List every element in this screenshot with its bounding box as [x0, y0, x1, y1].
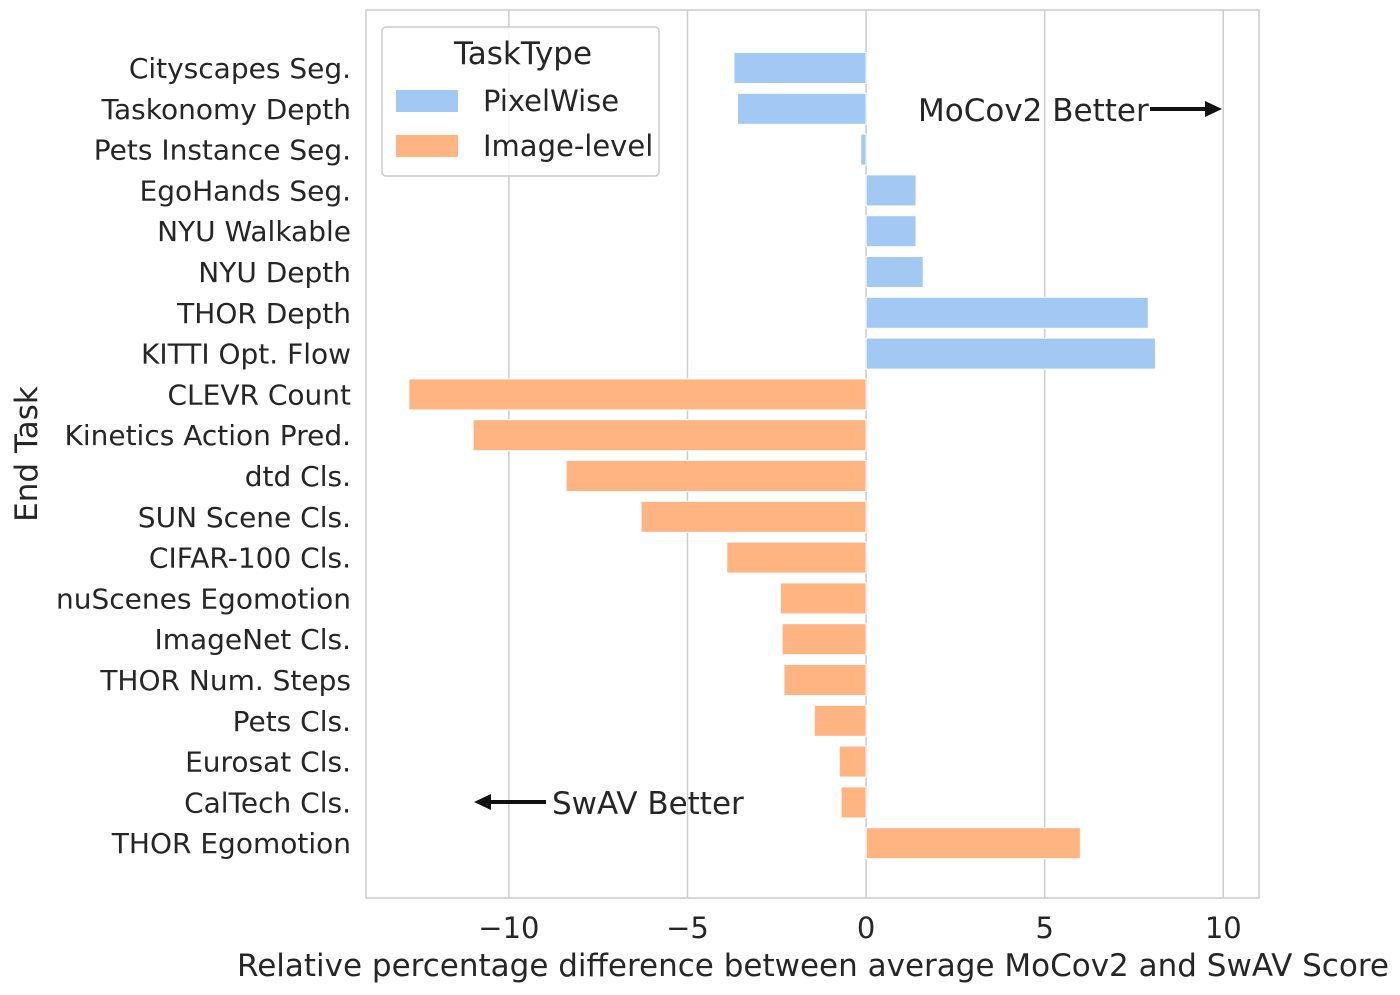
y-tick-label: CalTech Cls.: [184, 786, 351, 819]
bar: [640, 500, 867, 533]
x-tick-labels: −10 −5 0 5 10: [478, 911, 1241, 945]
y-tick-label: Pets Instance Seg.: [94, 134, 351, 167]
legend-swatch-pixelwise: [396, 90, 458, 112]
y-tick-label: THOR Egomotion: [111, 827, 351, 860]
annotation-swav-text: SwAV Better: [552, 786, 744, 822]
legend: TaskType PixelWise Image-level: [381, 26, 660, 177]
y-tick-label: nuScenes Egomotion: [56, 582, 351, 615]
bar: [472, 419, 867, 452]
annotation-mocov2-better: MoCov2 Better: [918, 93, 1222, 129]
x-axis-label: Relative percentage difference between a…: [237, 948, 1389, 984]
y-tick-label: Cityscapes Seg.: [129, 52, 351, 85]
y-tick-label: NYU Walkable: [157, 215, 351, 248]
y-tick-label: Eurosat Cls.: [185, 746, 351, 779]
left-arrowhead-icon: [474, 794, 491, 810]
bar: [865, 296, 1149, 329]
bar: [865, 215, 917, 248]
y-tick-label: ImageNet Cls.: [154, 623, 351, 656]
bar: [813, 704, 867, 737]
y-tick-label: Taskonomy Depth: [101, 93, 351, 126]
legend-label-image-level: Image-level: [483, 129, 653, 163]
bar: [726, 541, 867, 574]
annotation-swav-better: SwAV Better: [474, 786, 744, 822]
bar: [865, 827, 1081, 860]
y-tick-label: CLEVR Count: [167, 378, 351, 411]
bar: [860, 133, 867, 166]
right-arrowhead-icon: [1205, 101, 1222, 117]
bar: [783, 664, 867, 696]
legend-swatch-image-level: [396, 135, 458, 157]
bar: [779, 582, 867, 615]
bar: [565, 460, 867, 492]
legend-label-pixelwise: PixelWise: [483, 84, 619, 118]
x-tick-label: 10: [1205, 911, 1242, 945]
y-tick-labels: Cityscapes Seg. Taskonomy Depth Pets Insta…: [56, 52, 351, 860]
y-tick-label: NYU Depth: [198, 256, 351, 289]
x-tick-label: 0: [857, 911, 875, 945]
bar: [733, 52, 867, 84]
x-tick-label: −10: [478, 911, 539, 945]
y-tick-label: CIFAR-100 Cls.: [149, 542, 351, 575]
bar: [408, 378, 867, 411]
y-tick-label: Pets Cls.: [233, 705, 351, 738]
x-tick-label: −5: [666, 911, 709, 945]
annotation-mocov2-text: MoCov2 Better: [918, 93, 1149, 129]
y-tick-label: KITTI Opt. Flow: [141, 338, 351, 371]
bar: [736, 92, 867, 125]
y-tick-label: EgoHands Seg.: [140, 174, 352, 207]
bars: [408, 52, 1156, 860]
bar: [865, 174, 917, 207]
y-tick-label: SUN Scene Cls.: [138, 501, 351, 534]
plot-frame: [365, 9, 1260, 899]
bar: [838, 745, 867, 778]
bar: [865, 337, 1156, 370]
y-axis-label: End Task: [9, 386, 45, 522]
y-tick-label: THOR Num. Steps: [99, 664, 351, 697]
bar: [865, 256, 924, 288]
x-tick-label: 5: [1035, 911, 1053, 945]
y-tick-label: THOR Depth: [176, 297, 351, 330]
y-tick-label: Kinetics Action Pred.: [64, 419, 351, 452]
y-tick-label: dtd Cls.: [245, 460, 351, 493]
bar: [781, 623, 867, 656]
legend-title: TaskType: [453, 36, 592, 72]
bar: [840, 786, 867, 819]
